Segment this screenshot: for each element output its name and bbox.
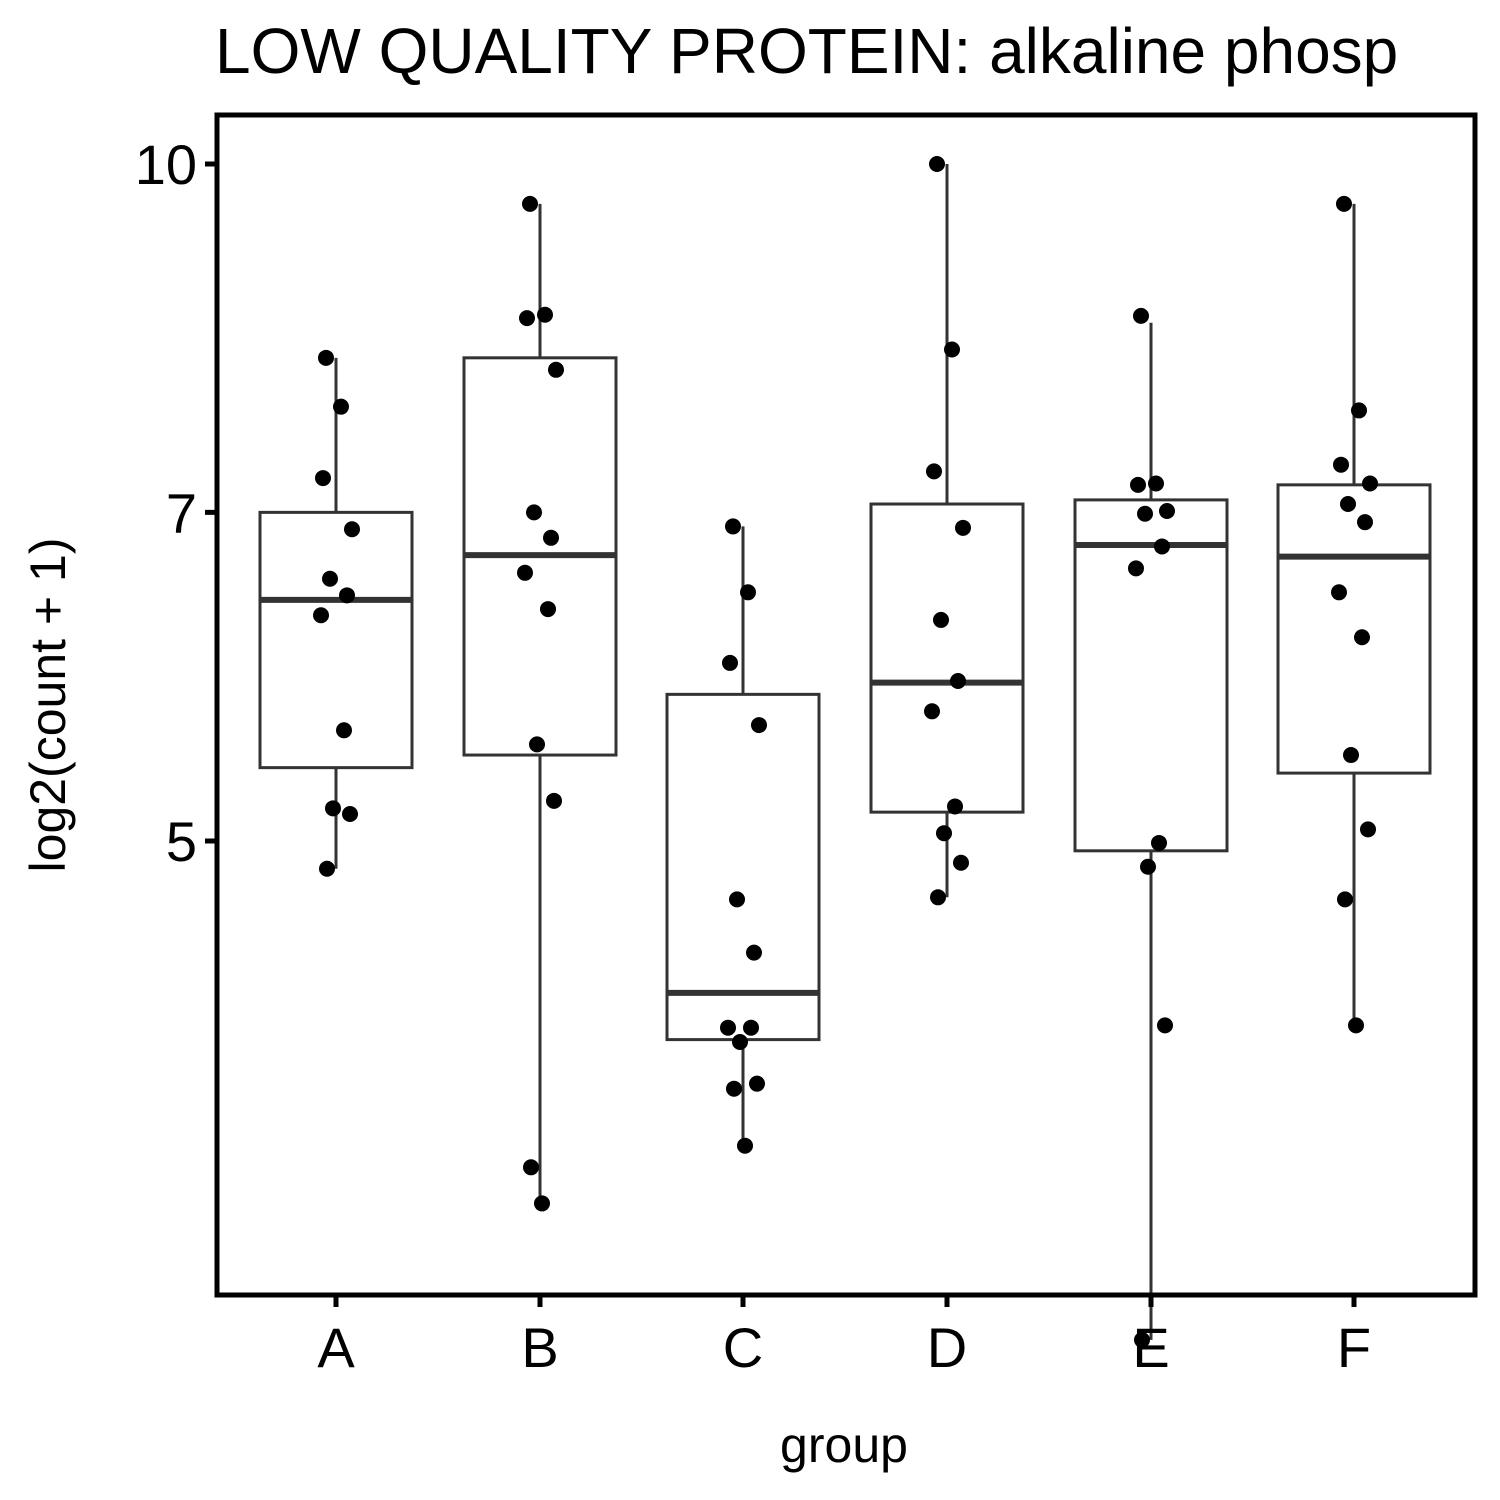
panel-border: [214, 112, 1478, 1298]
data-point: [746, 944, 762, 961]
data-point: [325, 800, 341, 817]
data-point: [1159, 502, 1175, 519]
data-point: [930, 889, 946, 906]
data-point: [546, 792, 562, 809]
data-point: [1343, 747, 1359, 764]
box-group-f: [1276, 203, 1432, 1031]
data-point: [953, 854, 969, 871]
box-group-a: [258, 357, 414, 869]
data-point: [1148, 475, 1164, 492]
data-point: [534, 1195, 550, 1212]
data-point: [751, 717, 767, 734]
data-point: [313, 607, 329, 624]
data-point: [947, 798, 963, 815]
data-point: [1333, 456, 1349, 473]
x-tick-label: B: [521, 1316, 558, 1379]
data-point: [944, 341, 960, 358]
data-point: [749, 1075, 765, 1092]
data-point: [729, 891, 745, 908]
data-point: [1157, 1017, 1173, 1034]
x-tick-label: D: [927, 1316, 967, 1379]
data-point: [1351, 402, 1367, 419]
data-point: [543, 529, 559, 546]
x-axis-label: group: [780, 1417, 908, 1473]
plot-panel: [258, 156, 1432, 1348]
data-point: [1362, 475, 1378, 492]
data-point: [537, 306, 553, 323]
data-point: [526, 504, 542, 521]
data-point: [740, 584, 756, 601]
iqr-box: [1276, 483, 1432, 775]
chart-title: LOW QUALITY PROTEIN: alkaline phosp: [215, 15, 1398, 87]
data-point: [318, 349, 334, 366]
data-point: [522, 195, 538, 212]
data-point: [726, 1080, 742, 1097]
data-point: [720, 1019, 736, 1036]
data-point: [1151, 834, 1167, 851]
iqr-box: [869, 502, 1025, 814]
y-tick-label: 7: [166, 481, 197, 544]
data-point: [548, 361, 564, 378]
data-point: [722, 654, 738, 671]
data-point: [737, 1137, 753, 1154]
data-point: [322, 570, 338, 587]
data-point: [1130, 476, 1146, 493]
data-point: [1137, 505, 1153, 522]
data-point: [517, 564, 533, 581]
y-tick-label: 10: [135, 133, 197, 196]
data-point: [725, 518, 741, 535]
data-point: [1340, 496, 1356, 513]
x-tick-label: F: [1337, 1316, 1371, 1379]
data-point: [319, 860, 335, 877]
data-point: [333, 398, 349, 415]
y-tick-label: 5: [166, 810, 197, 873]
axes: 5 7 10 A B C D E F: [135, 112, 1478, 1379]
data-point: [929, 156, 945, 172]
data-point: [743, 1019, 759, 1036]
data-point: [339, 587, 355, 604]
data-point: [1360, 821, 1376, 838]
box-group-c: [665, 526, 821, 1146]
data-point: [1154, 538, 1170, 555]
data-point: [540, 601, 556, 618]
data-point: [523, 1159, 539, 1176]
data-point: [924, 703, 940, 720]
iqr-box: [258, 510, 414, 770]
data-point: [1331, 584, 1347, 601]
box-group-e: [1073, 322, 1229, 1340]
data-point: [1133, 307, 1149, 324]
data-point: [955, 519, 971, 536]
x-tick-label: E: [1132, 1316, 1169, 1379]
box-group-b: [462, 203, 618, 1204]
data-point: [1357, 514, 1373, 531]
data-point: [342, 806, 358, 823]
data-point: [1128, 560, 1144, 577]
data-point: [936, 825, 952, 842]
x-tick-label: A: [317, 1316, 355, 1379]
data-point: [926, 463, 942, 480]
data-point: [1134, 1331, 1150, 1348]
box-group-d: [869, 164, 1025, 898]
data-point: [1354, 629, 1370, 646]
data-point: [1140, 858, 1156, 875]
data-point: [519, 310, 535, 327]
data-point: [344, 521, 360, 538]
data-point: [1336, 195, 1352, 212]
data-point: [732, 1034, 748, 1051]
data-point: [950, 672, 966, 689]
data-point: [933, 611, 949, 628]
data-point: [1348, 1017, 1364, 1034]
data-point: [315, 470, 331, 487]
data-point: [1337, 891, 1353, 908]
y-axis-label: log2(count + 1): [20, 538, 76, 873]
x-tick-label: C: [723, 1316, 763, 1379]
data-point: [529, 736, 545, 753]
data-point: [336, 722, 352, 739]
iqr-box: [665, 692, 821, 1042]
iqr-box: [1073, 498, 1229, 853]
